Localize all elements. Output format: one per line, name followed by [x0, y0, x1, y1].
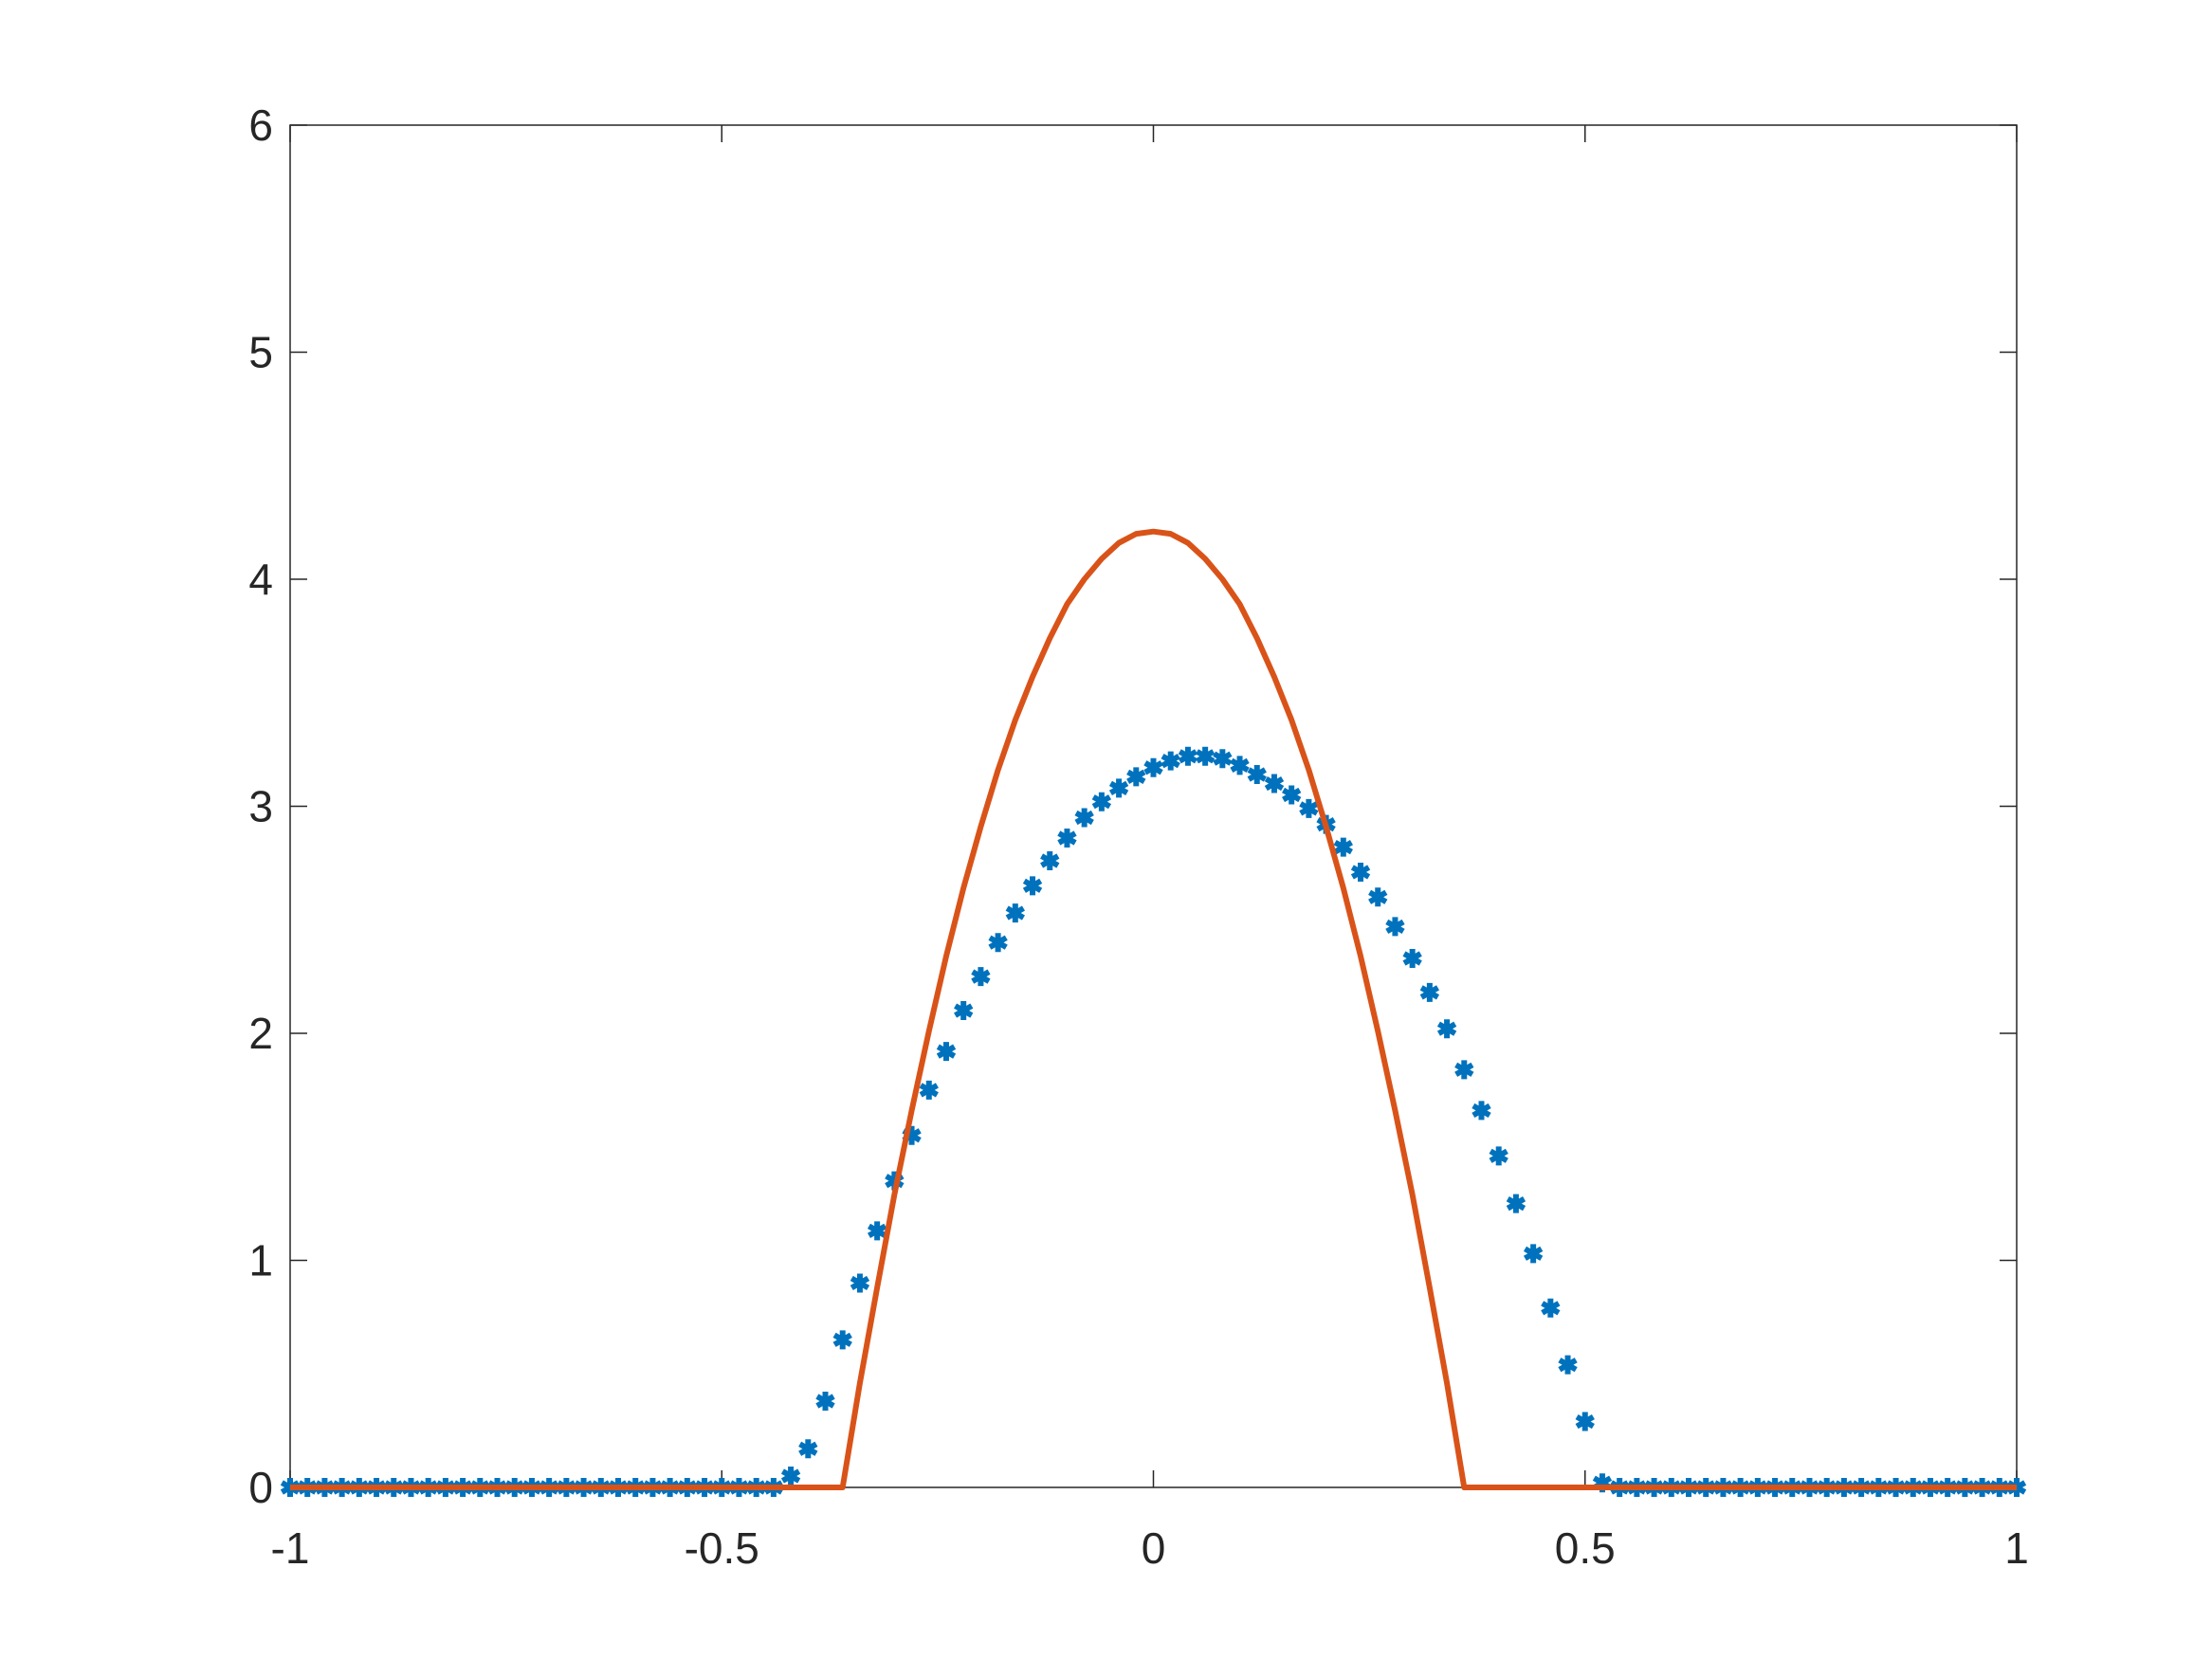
data-point [1436, 1019, 1457, 1039]
y-tick-label: 2 [248, 1009, 273, 1058]
y-tick-label: 1 [248, 1236, 273, 1285]
data-point [1230, 756, 1250, 775]
data-point [971, 967, 991, 987]
data-point [1282, 785, 1302, 805]
data-point [1091, 792, 1112, 811]
data-line [290, 528, 2017, 1490]
data-point [1057, 829, 1077, 848]
x-tick-label: -0.5 [685, 1523, 759, 1573]
data-point [1247, 764, 1267, 784]
x-tick-label: 1 [2004, 1523, 2029, 1573]
y-tick-label: 3 [248, 782, 273, 831]
data-point [1108, 778, 1129, 798]
data-point [1299, 798, 1319, 818]
data-point [1402, 948, 1422, 968]
data-point [1178, 746, 1198, 766]
data-point [1454, 1060, 1474, 1080]
data-point [1040, 850, 1060, 870]
data-point [798, 1439, 818, 1459]
data-point [867, 1221, 887, 1241]
y-tick-label: 5 [248, 328, 273, 377]
data-point [1489, 1146, 1508, 1166]
data-point [1385, 917, 1405, 937]
data-point [1558, 1355, 1578, 1375]
plot-frame [289, 124, 2018, 1488]
data-point [936, 1042, 957, 1062]
data-point [954, 1001, 974, 1021]
data-point [1143, 757, 1163, 777]
data-point [1575, 1412, 1595, 1431]
y-tick-label: 0 [248, 1463, 273, 1512]
data-point [1506, 1194, 1526, 1213]
data-point [1264, 774, 1285, 793]
data-point [1005, 903, 1025, 923]
data-point [1472, 1101, 1491, 1121]
data-point [850, 1273, 870, 1293]
data-point [988, 933, 1008, 953]
data-point [1126, 767, 1146, 787]
data-point [832, 1330, 852, 1350]
data-point [1419, 982, 1440, 1002]
x-tick-label: -1 [271, 1523, 310, 1573]
data-point [1074, 808, 1094, 828]
data-point [1368, 887, 1388, 907]
y-tick-label: 4 [248, 555, 273, 604]
y-tick-label: 6 [248, 100, 273, 150]
data-point [1350, 862, 1371, 882]
x-tick-label: 0.5 [1555, 1523, 1616, 1573]
data-point [1022, 876, 1043, 896]
data-point [815, 1391, 835, 1411]
data-point [1523, 1244, 1544, 1264]
data-point [1333, 837, 1353, 857]
data-point [1161, 751, 1180, 771]
x-tick-label: 0 [1142, 1523, 1166, 1573]
data-point [1195, 746, 1216, 766]
data-point [919, 1080, 939, 1100]
data-point [1213, 749, 1233, 769]
data-point [780, 1467, 801, 1486]
data-point [1541, 1298, 1561, 1318]
